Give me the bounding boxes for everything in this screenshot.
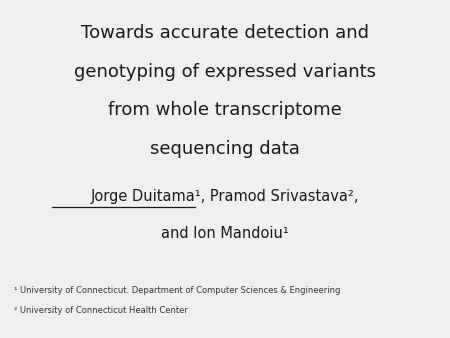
Text: from whole transcriptome: from whole transcriptome: [108, 101, 342, 119]
Text: genotyping of expressed variants: genotyping of expressed variants: [74, 63, 376, 80]
Text: Jorge Duitama¹, Pramod Srivastava²,: Jorge Duitama¹, Pramod Srivastava²,: [91, 189, 359, 204]
Text: sequencing data: sequencing data: [150, 140, 300, 158]
Text: ¹ University of Connecticut. Department of Computer Sciences & Engineering: ¹ University of Connecticut. Department …: [14, 286, 340, 295]
Text: Towards accurate detection and: Towards accurate detection and: [81, 24, 369, 42]
Text: and Ion Mandoiu¹: and Ion Mandoiu¹: [161, 226, 289, 241]
Text: ² University of Connecticut Health Center: ² University of Connecticut Health Cente…: [14, 306, 187, 315]
